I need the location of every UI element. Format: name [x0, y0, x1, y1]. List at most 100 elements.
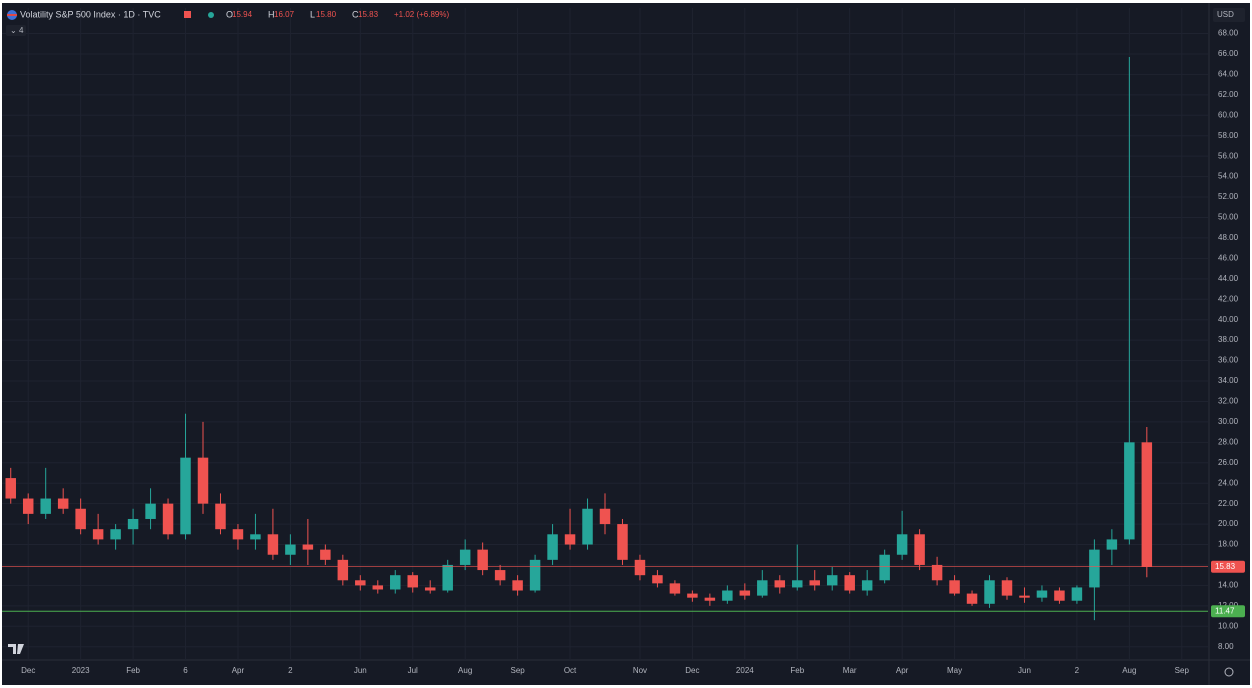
- candle-body: [844, 575, 855, 591]
- y-tick-label: 62.00: [1218, 90, 1239, 99]
- y-tick-label: 42.00: [1218, 294, 1239, 303]
- horizontal-line-label: 11.47: [1215, 606, 1235, 615]
- candle-body: [757, 580, 768, 596]
- x-tick-label: Mar: [843, 666, 857, 675]
- candle-body: [22, 498, 34, 514]
- x-tick-label: Jul: [408, 666, 418, 675]
- candle-body: [931, 564, 943, 581]
- y-tick-label: 32.00: [1218, 397, 1239, 406]
- x-tick-label: Apr: [896, 666, 909, 675]
- currency: USD: [1217, 10, 1234, 19]
- y-tick-label: 14.00: [1218, 581, 1239, 590]
- y-tick-label: 28.00: [1218, 437, 1239, 446]
- candle-body: [984, 580, 995, 604]
- candle-body: [442, 564, 453, 591]
- candle-body: [302, 544, 314, 550]
- ohlc-key: H: [268, 9, 275, 19]
- candle-body: [826, 575, 838, 586]
- ohlc-key: C: [352, 9, 359, 19]
- y-tick-label: 8.00: [1218, 642, 1234, 651]
- x-tick-label: Feb: [790, 666, 804, 675]
- indicator-toggle[interactable]: [6, 25, 26, 36]
- live-dot: [208, 12, 214, 18]
- candle-body: [792, 580, 803, 588]
- settings-icon[interactable]: [1224, 667, 1234, 677]
- y-tick-label: 34.00: [1218, 376, 1239, 385]
- horizontal-line-tag: [1211, 605, 1245, 618]
- x-tick-label: Sep: [510, 666, 525, 675]
- ohlc-key: L: [310, 9, 315, 19]
- y-tick-label: 18.00: [1218, 540, 1239, 549]
- candle-body: [215, 503, 226, 530]
- x-tick-label: 2: [1075, 666, 1080, 675]
- candle-body: [337, 559, 349, 581]
- candle-body: [320, 549, 331, 560]
- candle-body: [861, 580, 873, 591]
- y-tick-label: 46.00: [1218, 253, 1239, 262]
- candle-body: [1001, 580, 1013, 596]
- candle-body: [599, 508, 611, 525]
- y-tick-label: 58.00: [1218, 131, 1239, 140]
- candle-body: [197, 457, 209, 504]
- currency-button[interactable]: [1213, 8, 1245, 22]
- candle-body: [424, 587, 436, 591]
- x-tick-label: 2: [288, 666, 293, 675]
- candle-body: [529, 559, 541, 591]
- change: +1.02 (+6.89%): [394, 10, 449, 19]
- candle-body: [739, 590, 751, 596]
- candle-body: [1089, 549, 1100, 588]
- candle-body: [110, 529, 121, 540]
- x-tick-label: Aug: [1122, 666, 1136, 675]
- candle-body: [267, 534, 279, 555]
- ohlc-value: 15.83: [358, 10, 379, 19]
- candle-body: [879, 554, 890, 581]
- candle-body: [285, 544, 296, 555]
- candles: [2, 57, 1208, 621]
- last-price-label: 15.83: [1215, 562, 1236, 571]
- symbol-title: Volatility S&P 500 Index · 1D · TVC: [20, 9, 161, 19]
- candle-body: [949, 580, 960, 594]
- x-tick-label: Sep: [1175, 666, 1190, 675]
- y-tick-label: 40.00: [1218, 315, 1239, 324]
- candle-body: [914, 534, 925, 565]
- candle-body: [652, 575, 663, 584]
- y-tick-label: 56.00: [1218, 151, 1239, 160]
- ohlc-value: 16.07: [274, 10, 295, 19]
- y-tick-label: 20.00: [1218, 519, 1239, 528]
- tv-logo[interactable]: [8, 644, 24, 654]
- x-tick-label: Dec: [685, 666, 699, 675]
- x-tick-label: Feb: [126, 666, 140, 675]
- candle-body: [1036, 590, 1048, 598]
- candle-body: [92, 529, 104, 540]
- y-tick-label: 44.00: [1218, 274, 1239, 283]
- candle-body: [617, 524, 628, 560]
- candle-body: [1124, 442, 1135, 540]
- candle-body: [669, 583, 681, 594]
- ohlc-legend: O15.94 H 16.07 L 15.80 C 15.83 +1.02 (+6.89%): [226, 9, 449, 19]
- candle-body: [180, 457, 191, 535]
- candle-body: [564, 534, 576, 545]
- ohlc-value: 15.94: [232, 10, 253, 19]
- candle-body: [966, 593, 978, 604]
- candle-body: [1106, 539, 1118, 550]
- candle-body: [512, 580, 523, 591]
- candle-body: [704, 597, 716, 601]
- candle-body: [57, 498, 69, 509]
- y-tick-label: 48.00: [1218, 233, 1239, 242]
- candle-body: [75, 508, 86, 530]
- candle-body: [40, 498, 51, 514]
- flag-stripe: [7, 14, 17, 16]
- ohlc-value: 15.80: [316, 10, 337, 19]
- y-tick-label: 60.00: [1218, 110, 1239, 119]
- indicator-count: 4: [19, 26, 24, 35]
- candle-body: [1019, 595, 1030, 598]
- candle-body: [5, 478, 16, 499]
- last-price-tag: [1211, 560, 1245, 573]
- y-tick-label: 22.00: [1218, 499, 1239, 508]
- indicator-chevron: ⌄: [10, 26, 17, 35]
- market-status[interactable]: [184, 11, 191, 18]
- y-tick-label: 36.00: [1218, 356, 1239, 365]
- candle-body: [547, 534, 558, 560]
- candle-body: [355, 580, 366, 586]
